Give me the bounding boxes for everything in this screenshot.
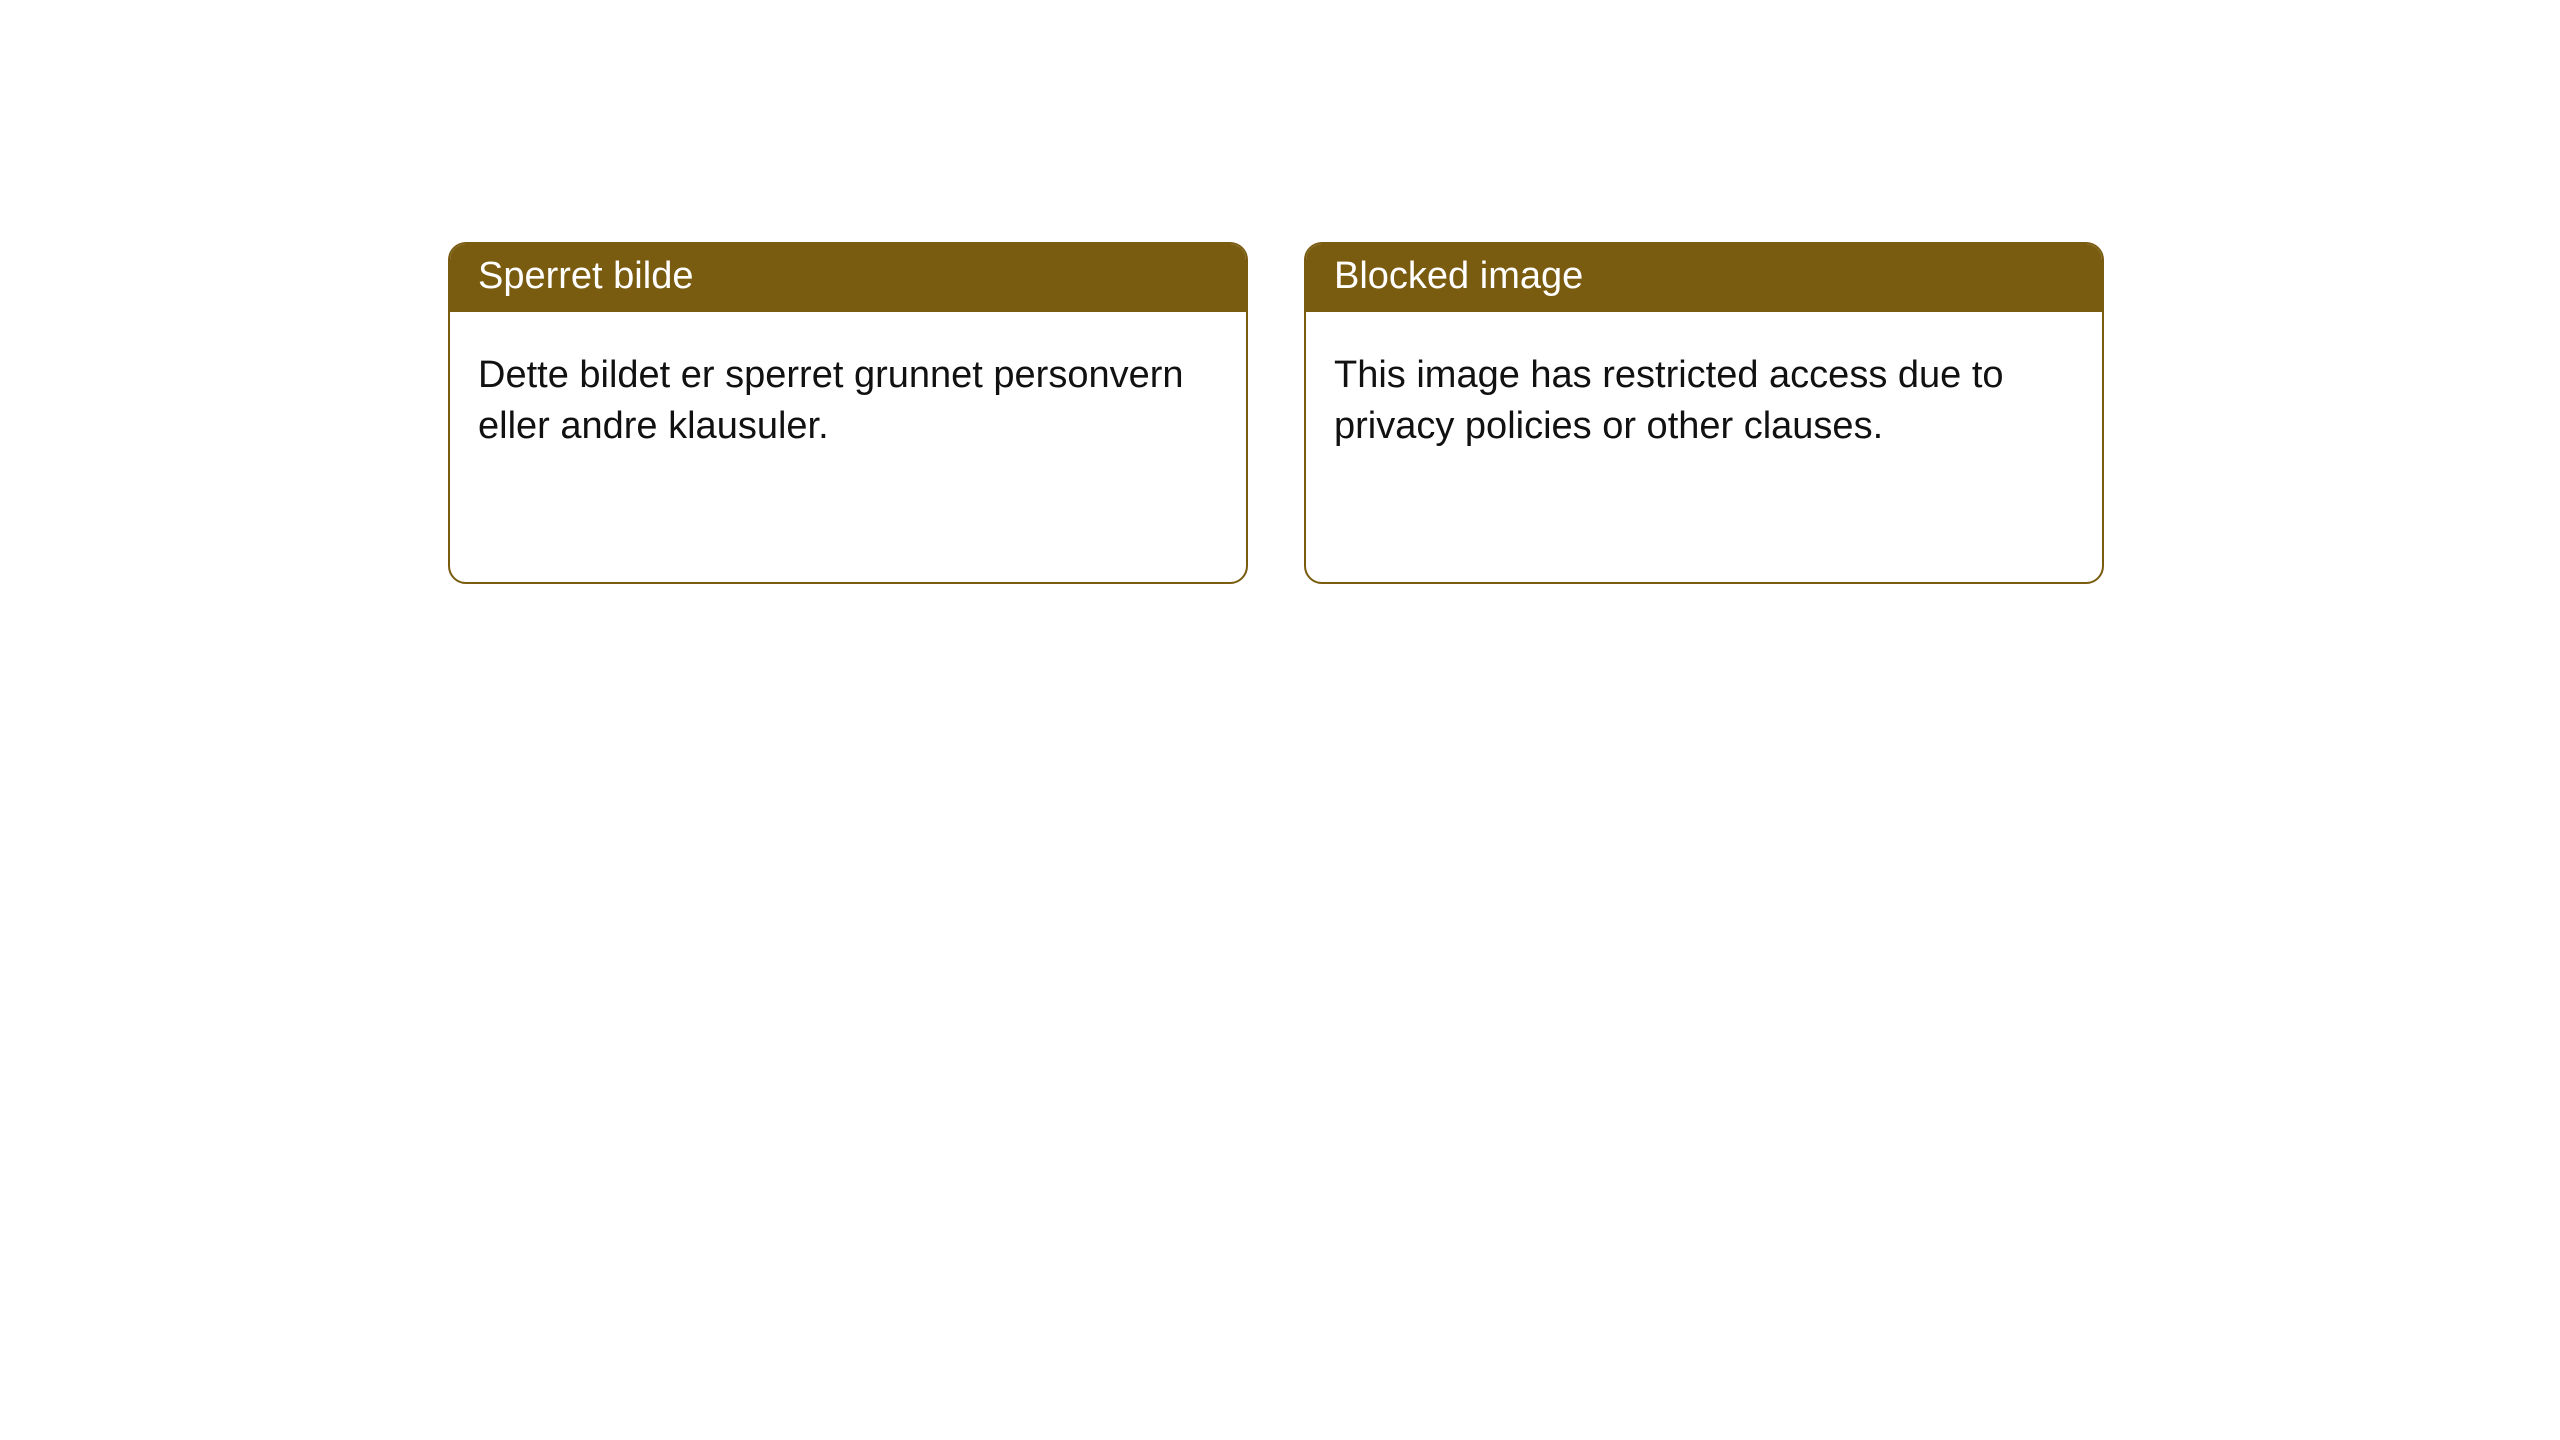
- notice-header: Sperret bilde: [450, 244, 1246, 312]
- notice-header: Blocked image: [1306, 244, 2102, 312]
- notice-container: Sperret bilde Dette bildet er sperret gr…: [0, 0, 2560, 584]
- notice-body: This image has restricted access due to …: [1306, 312, 2102, 582]
- notice-card-norwegian: Sperret bilde Dette bildet er sperret gr…: [448, 242, 1248, 584]
- notice-card-english: Blocked image This image has restricted …: [1304, 242, 2104, 584]
- notice-body: Dette bildet er sperret grunnet personve…: [450, 312, 1246, 582]
